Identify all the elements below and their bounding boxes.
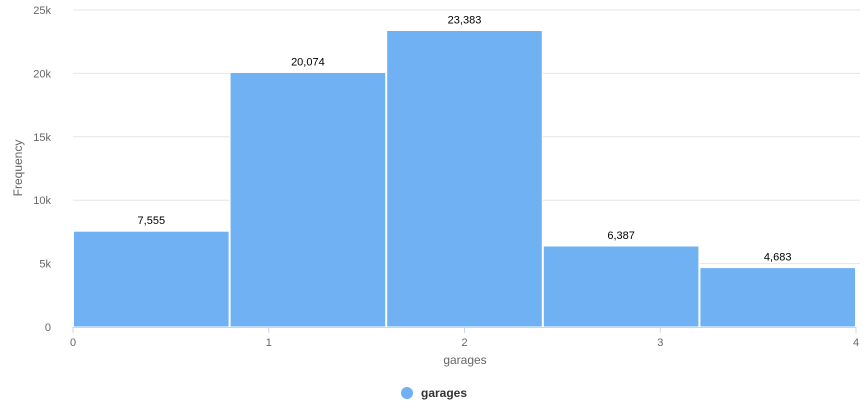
bar-value-label: 6,387: [607, 230, 635, 242]
histogram-bar[interactable]: [74, 231, 230, 327]
y-tick-label: 10k: [33, 195, 51, 207]
y-tick-label: 0: [45, 322, 51, 334]
x-tick-label: 0: [70, 337, 76, 349]
x-tick-label: 3: [657, 337, 663, 349]
x-tick-label: 1: [266, 337, 272, 349]
histogram-bar[interactable]: [387, 31, 543, 327]
x-tick-label: 2: [461, 337, 467, 349]
legend-marker: [401, 387, 413, 399]
legend[interactable]: garages: [401, 386, 467, 400]
y-tick-label: 5k: [39, 259, 51, 271]
legend-label: garages: [421, 386, 467, 400]
y-tick-label: 20k: [33, 68, 51, 80]
y-axis-title: Frequency: [11, 140, 25, 197]
bar-value-label: 23,383: [448, 15, 482, 27]
histogram-bar[interactable]: [543, 246, 699, 327]
bars: [74, 31, 856, 327]
histogram-bar[interactable]: [230, 72, 386, 327]
x-axis-title: garages: [443, 353, 486, 367]
bar-value-label: 4,683: [764, 252, 792, 264]
y-tick-label: 15k: [33, 132, 51, 144]
y-tick-label: 25k: [33, 5, 51, 17]
x-tick-label: 4: [853, 337, 859, 349]
bar-value-label: 20,074: [291, 56, 325, 68]
histogram-bar[interactable]: [700, 268, 856, 327]
bar-value-label: 7,555: [138, 215, 166, 227]
